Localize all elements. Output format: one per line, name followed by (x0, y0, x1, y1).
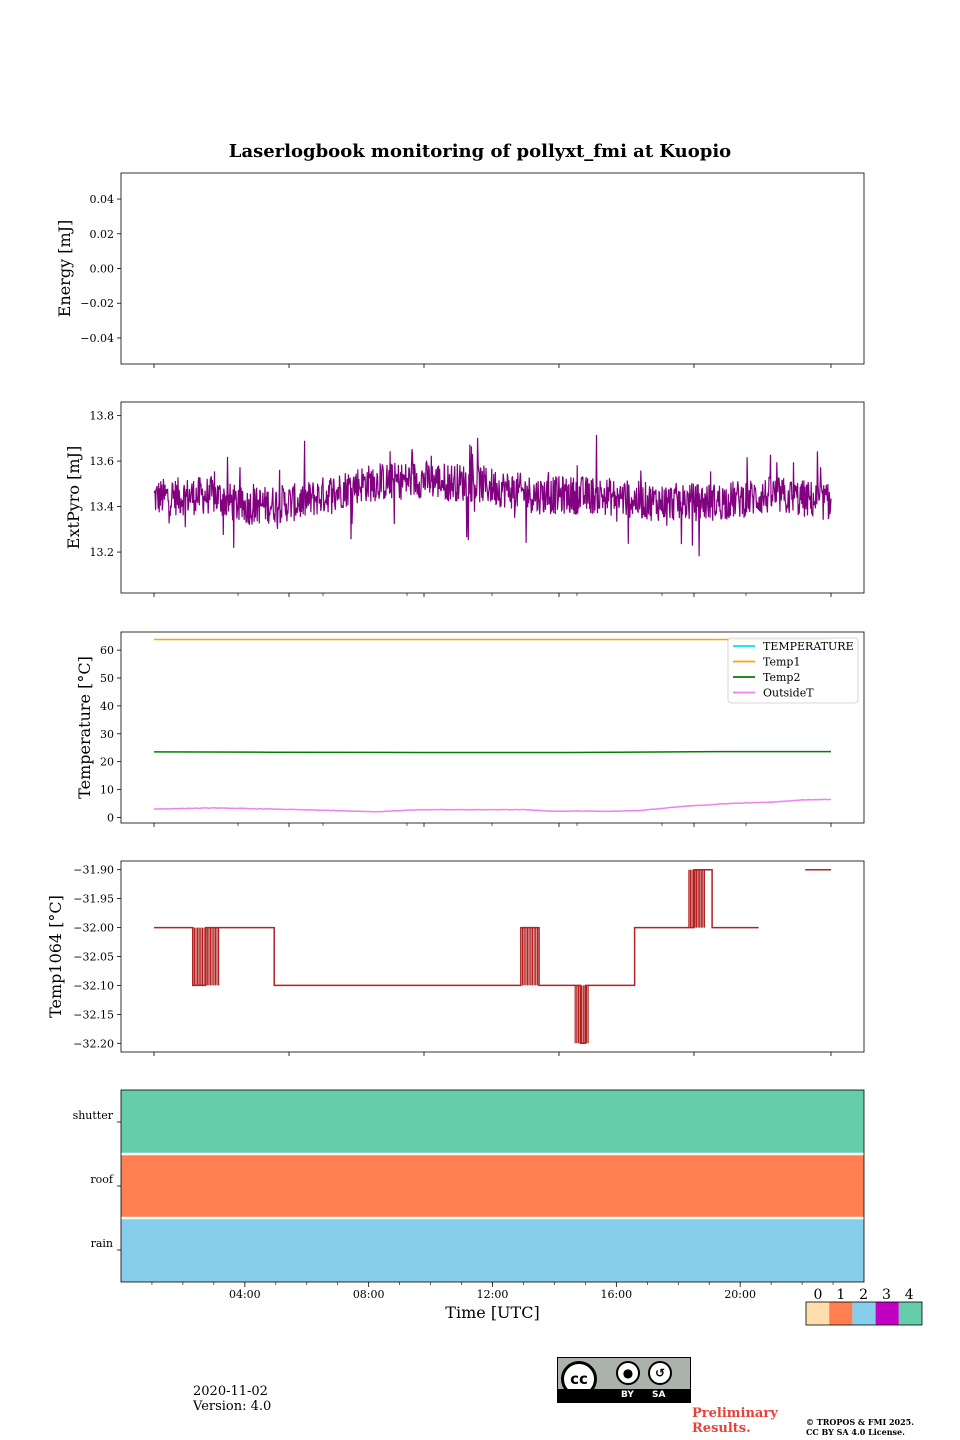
colorbar-swatch-0 (806, 1302, 830, 1325)
temp1064-flicker-band-1 (520, 927, 540, 986)
colorbar-tick-label: 4 (905, 1287, 914, 1303)
temp1064-flicker-band-2 (574, 985, 589, 1044)
xtick-label-status: 20:00 (724, 1288, 756, 1301)
temperature-series-outsidet (153, 798, 832, 813)
ytick-label-extpyro: 13.8 (90, 410, 115, 423)
status-row-shutter (121, 1090, 864, 1154)
ylabel-temp1064: Temp1064 [°C] (46, 895, 65, 1018)
colorbar-swatch-1 (829, 1302, 853, 1325)
ytick-label-energy: −0.04 (80, 332, 114, 345)
version-label: Version: 4.0 (193, 1399, 272, 1414)
temperature-legend (727, 637, 859, 704)
legend-label-temperature: TEMPERATURE (763, 640, 854, 653)
ytick-label-energy: −0.02 (80, 297, 114, 310)
xtick-label-status: 16:00 (600, 1288, 632, 1301)
axes-frame-temp1064 (120, 860, 865, 1053)
colorbar-swatch-4 (898, 1302, 922, 1325)
ytick-label-energy: 0.04 (90, 193, 115, 206)
preliminary-line-2: Results. (692, 1421, 751, 1436)
ytick-label-temperature: 20 (100, 756, 114, 769)
cc-by-label: BY (621, 1390, 634, 1400)
copyright-line-2: CC BY SA 4.0 License. (806, 1427, 905, 1437)
colorbar-swatch-3 (875, 1302, 899, 1325)
ytick-label-temp1064: −31.90 (73, 864, 114, 877)
ytick-label-extpyro: 13.2 (90, 546, 115, 559)
axes-frame-energy (120, 172, 865, 365)
attribution-icon: ● (616, 1361, 640, 1385)
ytick-label-temperature: 30 (100, 728, 114, 741)
axes-frame-temperature (120, 631, 865, 824)
ylabel-extpyro: ExtPyro [mJ] (64, 446, 83, 549)
ytick-label-temp1064: −32.05 (73, 951, 114, 964)
colorbar-tick-label: 3 (882, 1287, 891, 1303)
colorbar-swatch-2 (852, 1302, 876, 1325)
ytick-label-temp1064: −32.10 (73, 979, 114, 992)
status-row-label-shutter: shutter (73, 1109, 114, 1122)
ytick-label-extpyro: 13.4 (90, 501, 115, 514)
axes-frame-extpyro (120, 401, 865, 594)
ytick-label-temp1064: −32.15 (73, 1008, 114, 1021)
temp1064-series-line (154, 868, 831, 1045)
ytick-label-temp1064: −31.95 (73, 893, 114, 906)
colorbar-tick-label: 2 (859, 1287, 868, 1303)
ytick-label-energy: 0.00 (90, 263, 115, 276)
status-row-rain (121, 1219, 864, 1282)
xtick-label-status: 12:00 (477, 1288, 509, 1301)
status-row-label-roof: roof (90, 1173, 114, 1186)
legend-label-outsidet: OutsideT (763, 687, 814, 700)
ytick-label-temperature: 10 (100, 784, 114, 797)
extpyro-series-line (153, 434, 832, 557)
ytick-label-temp1064: −32.00 (73, 922, 114, 935)
legend-label-temp2: Temp2 (763, 671, 800, 684)
figure-title: Laserlogbook monitoring of pollyxt_fmi a… (228, 141, 732, 162)
ytick-label-temperature: 0 (107, 811, 114, 824)
ylabel-energy: Energy [mJ] (55, 220, 74, 318)
ytick-label-extpyro: 13.6 (90, 455, 115, 468)
ytick-label-temperature: 40 (100, 700, 114, 713)
colorbar-tick-label: 1 (836, 1287, 845, 1303)
copyright-line-1: © TROPOS & FMI 2025. (806, 1417, 915, 1427)
preliminary-line-1: Preliminary (692, 1406, 778, 1421)
colorbar-tick-label: 0 (814, 1287, 823, 1303)
cc-sa-label: SA (652, 1390, 666, 1400)
temp1064-flicker-band-3 (688, 869, 705, 928)
status-row-label-rain: rain (91, 1237, 113, 1250)
status-row-roof (121, 1155, 864, 1218)
colorbar-frame (805, 1301, 923, 1326)
ylabel-temperature: Temperature [°C] (75, 656, 94, 799)
cc-license-badge: cc ● ↺ BY SA (557, 1357, 691, 1403)
ytick-label-temperature: 60 (100, 644, 114, 657)
date-label: 2020-11-02 (193, 1384, 268, 1399)
xtick-label-status: 08:00 (353, 1288, 385, 1301)
xlabel-time: Time [UTC] (445, 1303, 539, 1322)
ytick-label-temp1064: −32.20 (73, 1037, 114, 1050)
xtick-label-status: 04:00 (229, 1288, 261, 1301)
legend-label-temp1: Temp1 (763, 656, 800, 669)
ytick-label-energy: 0.02 (90, 228, 115, 241)
share-alike-icon: ↺ (648, 1361, 672, 1385)
ytick-label-temperature: 50 (100, 672, 114, 685)
temperature-series-temp2 (153, 750, 831, 754)
temp1064-flicker-band-0 (192, 927, 220, 986)
